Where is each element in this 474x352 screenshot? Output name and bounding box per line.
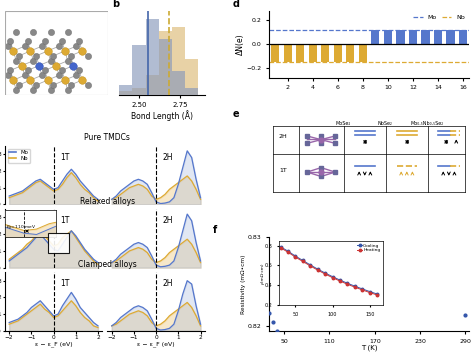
Bar bbox=[159, 31, 172, 95]
Bar bbox=[384, 30, 392, 44]
Text: 2H: 2H bbox=[163, 279, 173, 288]
Bar bbox=[185, 88, 198, 95]
Bar bbox=[284, 44, 292, 62]
Text: d: d bbox=[233, 0, 240, 9]
Bar bbox=[309, 44, 317, 62]
X-axis label: ε − ε_F (eV): ε − ε_F (eV) bbox=[35, 341, 73, 347]
Text: 1T: 1T bbox=[279, 168, 287, 173]
Bar bbox=[371, 30, 380, 44]
Text: Pure TMDCs: Pure TMDCs bbox=[84, 133, 130, 142]
Text: f: f bbox=[213, 225, 217, 235]
Text: MoSe₂: MoSe₂ bbox=[336, 121, 351, 126]
Bar bbox=[334, 44, 342, 62]
X-axis label: ε − ε_F (eV): ε − ε_F (eV) bbox=[137, 341, 175, 347]
Legend: Mo, Nb: Mo, Nb bbox=[8, 149, 30, 163]
Text: e: e bbox=[233, 109, 240, 119]
Bar bbox=[447, 30, 455, 44]
Text: 1T: 1T bbox=[61, 153, 70, 162]
Bar bbox=[434, 30, 442, 44]
Bar bbox=[321, 44, 329, 62]
Bar bbox=[346, 44, 355, 62]
Bar bbox=[172, 71, 185, 95]
Bar bbox=[271, 44, 279, 62]
Bar bbox=[132, 88, 146, 95]
Y-axis label: ΔN(e): ΔN(e) bbox=[236, 33, 245, 55]
Text: 1T: 1T bbox=[61, 279, 70, 288]
Text: Clamped alloys: Clamped alloys bbox=[78, 260, 137, 269]
Text: 2H: 2H bbox=[279, 134, 287, 139]
Bar bbox=[146, 75, 159, 95]
Bar bbox=[146, 19, 159, 95]
Bar bbox=[48, 233, 69, 253]
Bar bbox=[409, 30, 417, 44]
Bar bbox=[296, 44, 304, 62]
Bar bbox=[185, 59, 198, 95]
Text: 1T: 1T bbox=[61, 216, 70, 225]
Text: NbSe₂: NbSe₂ bbox=[378, 121, 392, 126]
Bar bbox=[359, 44, 367, 62]
Bar bbox=[119, 91, 132, 95]
Bar bbox=[159, 39, 172, 95]
Bar bbox=[421, 30, 429, 44]
Bar bbox=[119, 85, 132, 95]
Text: b: b bbox=[112, 0, 119, 9]
X-axis label: T (K): T (K) bbox=[361, 345, 377, 351]
Text: 2H: 2H bbox=[163, 216, 173, 225]
Text: Relaxed alloys: Relaxed alloys bbox=[80, 196, 135, 206]
Text: Mo₀.₅Nb₀.₅Se₂: Mo₀.₅Nb₀.₅Se₂ bbox=[410, 121, 444, 126]
Y-axis label: Resistivity (mΩ•cm): Resistivity (mΩ•cm) bbox=[241, 254, 246, 314]
Bar bbox=[172, 27, 185, 95]
Legend: Mo, Nb: Mo, Nb bbox=[412, 14, 466, 21]
Text: 2H: 2H bbox=[163, 153, 173, 162]
X-axis label: Bond Length (Å): Bond Length (Å) bbox=[131, 110, 193, 121]
Bar bbox=[396, 30, 404, 44]
Bar bbox=[132, 45, 146, 95]
Bar bbox=[459, 30, 467, 44]
